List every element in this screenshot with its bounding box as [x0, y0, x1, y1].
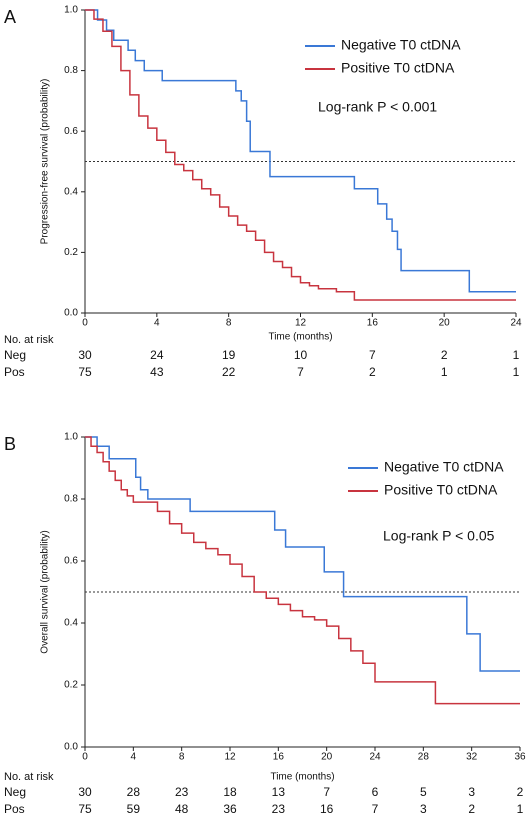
risk-row-label: Pos [4, 365, 25, 379]
x-tick-label: 4 [131, 752, 137, 763]
risk-count: 1 [513, 348, 520, 362]
y-tick-label: 0.4 [64, 186, 78, 197]
risk-count: 2 [517, 785, 524, 799]
y-tick-label: 0.6 [64, 556, 78, 567]
survival-curve [85, 9, 516, 293]
survival-curve [85, 9, 516, 301]
risk-row-label: Pos [4, 802, 25, 816]
risk-count: 28 [127, 785, 141, 799]
legend-label: Positive T0 ctDNA [341, 60, 455, 76]
risk-count: 1 [517, 802, 524, 816]
risk-count: 2 [468, 802, 475, 816]
x-tick-label: 28 [418, 752, 430, 763]
risk-row-label: Neg [4, 348, 26, 362]
y-tick-label: 0.0 [64, 308, 78, 319]
y-tick-label: 1.0 [64, 5, 78, 16]
risk-count: 23 [175, 785, 189, 799]
risk-count: 2 [369, 365, 376, 379]
legend-label: Negative T0 ctDNA [341, 37, 461, 53]
y-tick-label: 1.0 [64, 432, 78, 443]
risk-count: 30 [78, 348, 92, 362]
risk-count: 19 [222, 348, 236, 362]
y-axis-label: Progression-free survival (probability) [40, 79, 51, 245]
survival-curve [85, 436, 520, 672]
risk-count: 43 [150, 365, 164, 379]
y-tick-label: 0.2 [64, 680, 78, 691]
risk-count: 7 [323, 785, 330, 799]
risk-count: 10 [294, 348, 308, 362]
y-tick-label: 0.0 [64, 742, 78, 753]
risk-count: 13 [272, 785, 286, 799]
panel-label: B [4, 434, 16, 454]
risk-count: 1 [441, 365, 448, 379]
risk-count: 6 [372, 785, 379, 799]
x-tick-label: 16 [273, 752, 285, 763]
y-tick-label: 0.6 [64, 126, 78, 137]
annotation: Log-rank P < 0.001 [318, 99, 437, 115]
risk-count: 2 [441, 348, 448, 362]
risk-count: 3 [420, 802, 427, 816]
risk-count: 24 [150, 348, 164, 362]
risk-count: 23 [272, 802, 286, 816]
x-axis-label: Time (months) [270, 772, 334, 783]
risk-count: 30 [78, 785, 92, 799]
x-tick-label: 8 [226, 318, 232, 329]
x-tick-label: 12 [224, 752, 236, 763]
panel-label: A [4, 7, 16, 27]
risk-count: 1 [513, 365, 520, 379]
x-tick-label: 16 [367, 318, 379, 329]
risk-count: 59 [127, 802, 141, 816]
y-tick-label: 0.4 [64, 618, 78, 629]
risk-count: 5 [420, 785, 427, 799]
y-axis-label: Overall survival (probability) [40, 530, 51, 653]
x-tick-label: 20 [439, 318, 451, 329]
x-tick-label: 24 [369, 752, 381, 763]
x-axis-label: Time (months) [268, 332, 332, 343]
x-tick-label: 24 [510, 318, 522, 329]
legend-label: Positive T0 ctDNA [384, 482, 498, 498]
risk-table-title: No. at risk [4, 771, 54, 783]
risk-count: 22 [222, 365, 236, 379]
annotation: Log-rank P < 0.05 [383, 528, 495, 544]
risk-row-label: Neg [4, 785, 26, 799]
y-tick-label: 0.2 [64, 247, 78, 258]
x-tick-label: 4 [154, 318, 160, 329]
risk-count: 48 [175, 802, 189, 816]
legend-label: Negative T0 ctDNA [384, 459, 504, 475]
x-tick-label: 20 [321, 752, 333, 763]
y-tick-label: 0.8 [64, 494, 78, 505]
x-tick-label: 0 [82, 318, 88, 329]
risk-count: 7 [369, 348, 376, 362]
risk-count: 18 [223, 785, 237, 799]
risk-count: 75 [78, 802, 92, 816]
risk-count: 7 [297, 365, 304, 379]
risk-count: 75 [78, 365, 92, 379]
risk-count: 3 [468, 785, 475, 799]
x-tick-label: 36 [514, 752, 526, 763]
risk-table-title: No. at risk [4, 334, 54, 346]
y-tick-label: 0.8 [64, 65, 78, 76]
risk-count: 16 [320, 802, 334, 816]
x-tick-label: 0 [82, 752, 88, 763]
risk-count: 7 [372, 802, 379, 816]
x-tick-label: 8 [179, 752, 185, 763]
risk-count: 36 [223, 802, 237, 816]
survival-curve [85, 436, 520, 705]
x-tick-label: 32 [466, 752, 478, 763]
x-tick-label: 12 [295, 318, 307, 329]
